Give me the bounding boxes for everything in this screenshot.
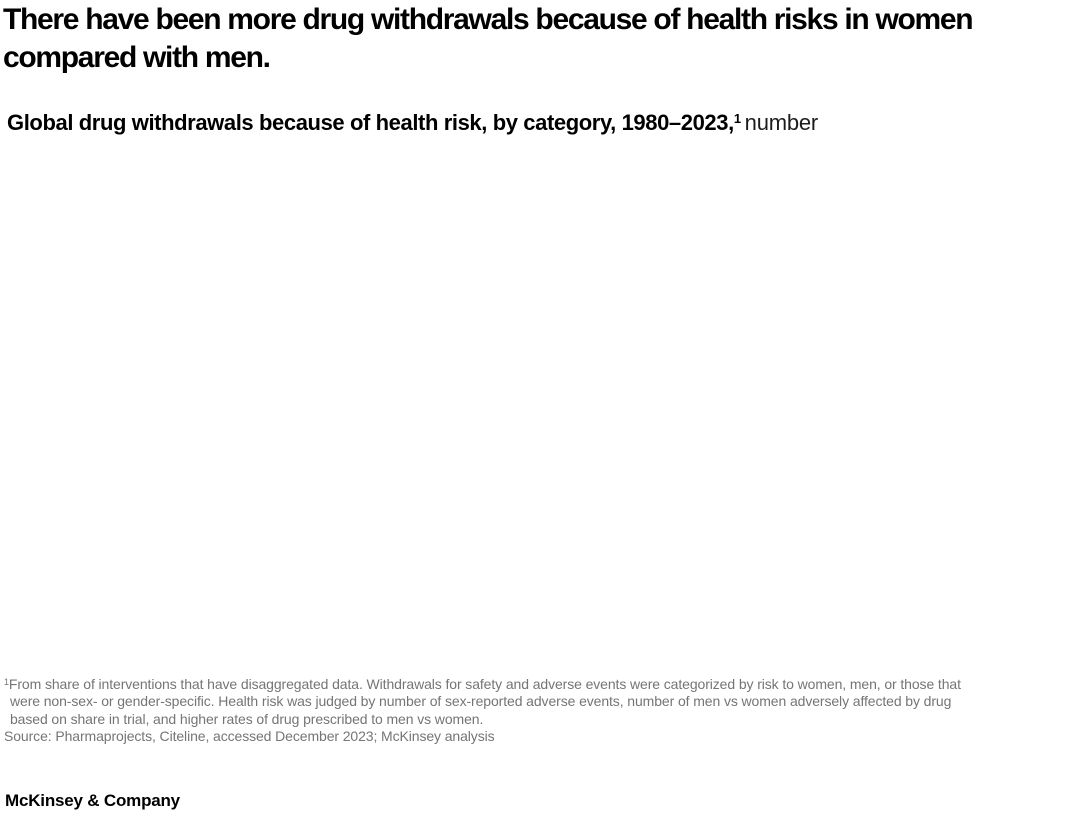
footnote-line: were non-sex- or gender-specific. Health… (10, 693, 952, 710)
source-line: Source: Pharmaprojects, Citeline, access… (4, 727, 495, 744)
footnote-line: 1From share of interventions that have d… (4, 676, 961, 693)
footnote-line: based on share in trial, and higher rate… (10, 710, 484, 727)
footnote: 1From share of interventions that have d… (4, 676, 961, 745)
chart-plot-area-empty (0, 150, 1080, 672)
subtitle-footnote-marker: 1 (733, 111, 741, 126)
mckinsey-company-wordmark: McKinsey & Company (5, 791, 180, 810)
chart-subtitle: Global drug withdrawals because of healt… (7, 110, 818, 136)
chart-unit-label: number (744, 110, 819, 135)
footnote-text: From share of interventions that have di… (8, 676, 961, 692)
page-title-line-1: There have been more drug withdrawals be… (3, 3, 974, 36)
page-title: There have been more drug withdrawals be… (3, 1, 974, 77)
page-title-line-2: compared with men. (3, 41, 271, 74)
footnote-marker: 1 (4, 677, 9, 687)
chart-subtitle-text: Global drug withdrawals because of healt… (7, 110, 734, 135)
